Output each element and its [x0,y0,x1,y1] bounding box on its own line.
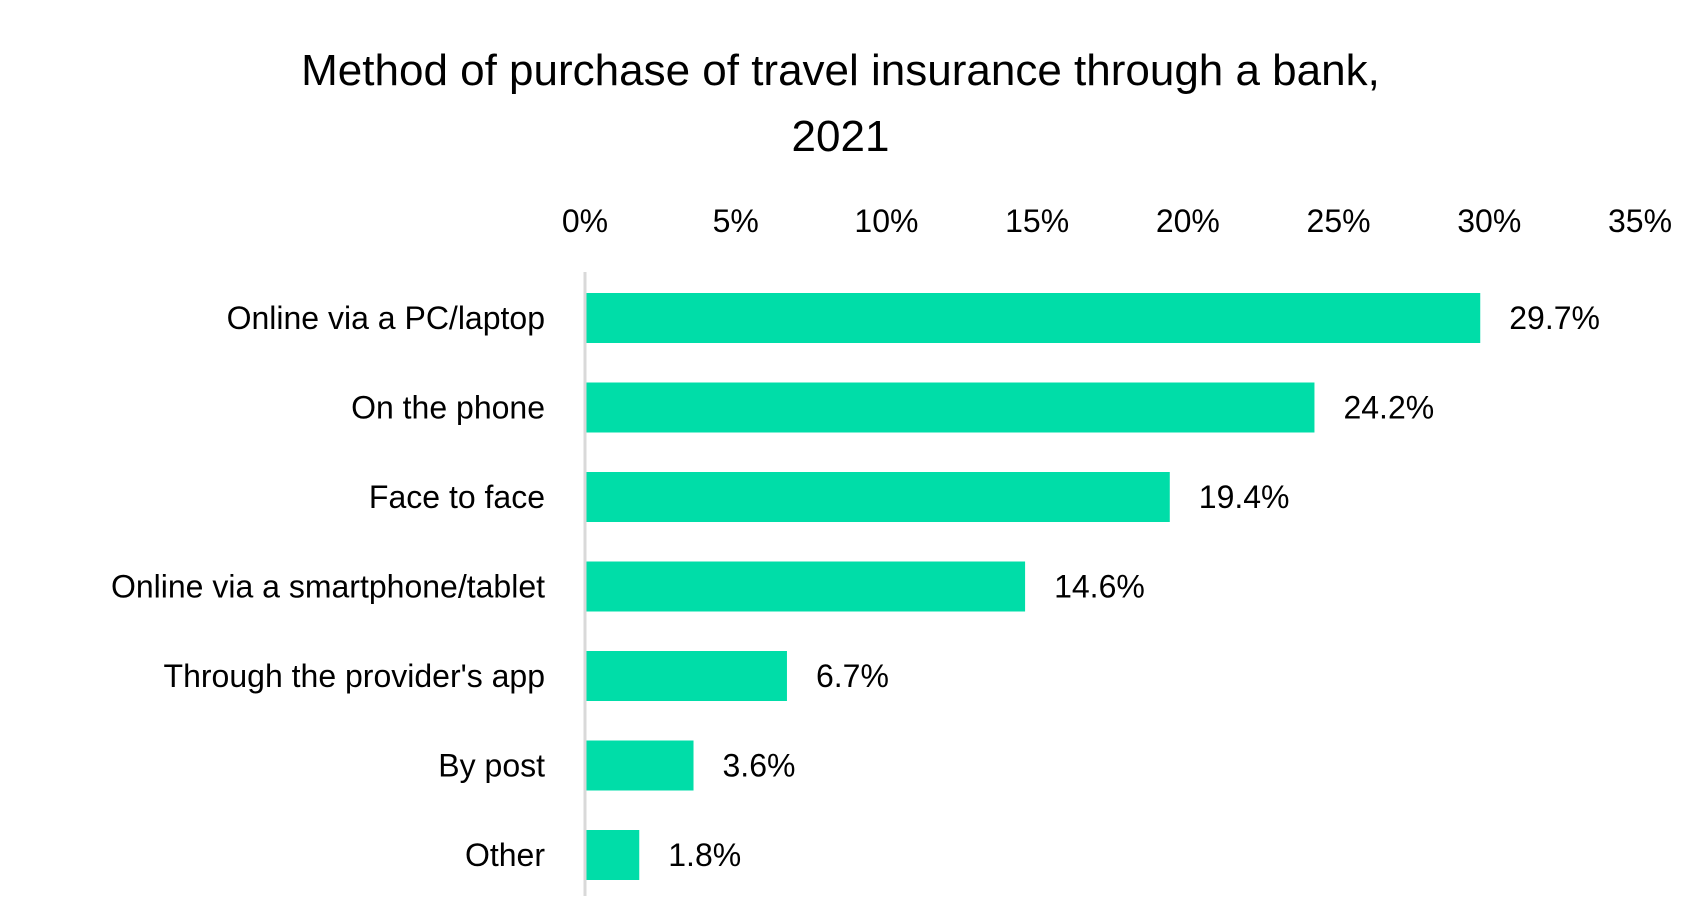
bar [585,651,787,701]
chart-title-line-1: Method of purchase of travel insurance t… [301,46,1380,95]
bar-series [585,293,1481,880]
bar-value-labels: 29.7% 24.2% 19.4% 14.6% 6.7% 3.6% 1.8% [668,300,1600,873]
bar [585,740,694,791]
x-tick-label: 15% [1005,203,1069,239]
x-tick-label: 30% [1457,203,1521,239]
x-tick-label: 20% [1156,203,1220,239]
x-axis-tick-labels: 0% 5% 10% 15% 20% 25% 30% 35% [562,203,1672,239]
bar-value-label: 3.6% [723,748,796,784]
y-category-label: Face to face [369,479,545,515]
y-category-label: By post [438,748,545,784]
bar-value-label: 14.6% [1054,569,1145,605]
bar [585,472,1170,522]
bar-value-label: 1.8% [668,837,741,873]
y-category-label: On the phone [351,390,545,426]
x-tick-label: 10% [854,203,918,239]
y-axis-category-labels: Online via a PC/laptop On the phone Face t… [111,300,545,873]
bar-value-label: 29.7% [1509,300,1600,336]
y-category-label: Online via a PC/laptop [227,300,545,336]
bar-value-label: 24.2% [1343,390,1434,426]
bar [585,830,640,880]
x-tick-label: 5% [713,203,759,239]
chart-title-line-2: 2021 [791,112,890,161]
x-tick-label: 0% [562,203,608,239]
bar-value-label: 19.4% [1199,479,1290,515]
bar-value-label: 6.7% [816,658,889,694]
y-category-label: Online via a smartphone/tablet [111,569,545,605]
bar [585,293,1481,343]
x-tick-label: 25% [1307,203,1371,239]
y-category-label: Through the provider's app [164,658,545,694]
bar [585,382,1315,433]
x-tick-label: 35% [1608,203,1672,239]
bar [585,561,1026,612]
y-category-label: Other [465,837,545,873]
